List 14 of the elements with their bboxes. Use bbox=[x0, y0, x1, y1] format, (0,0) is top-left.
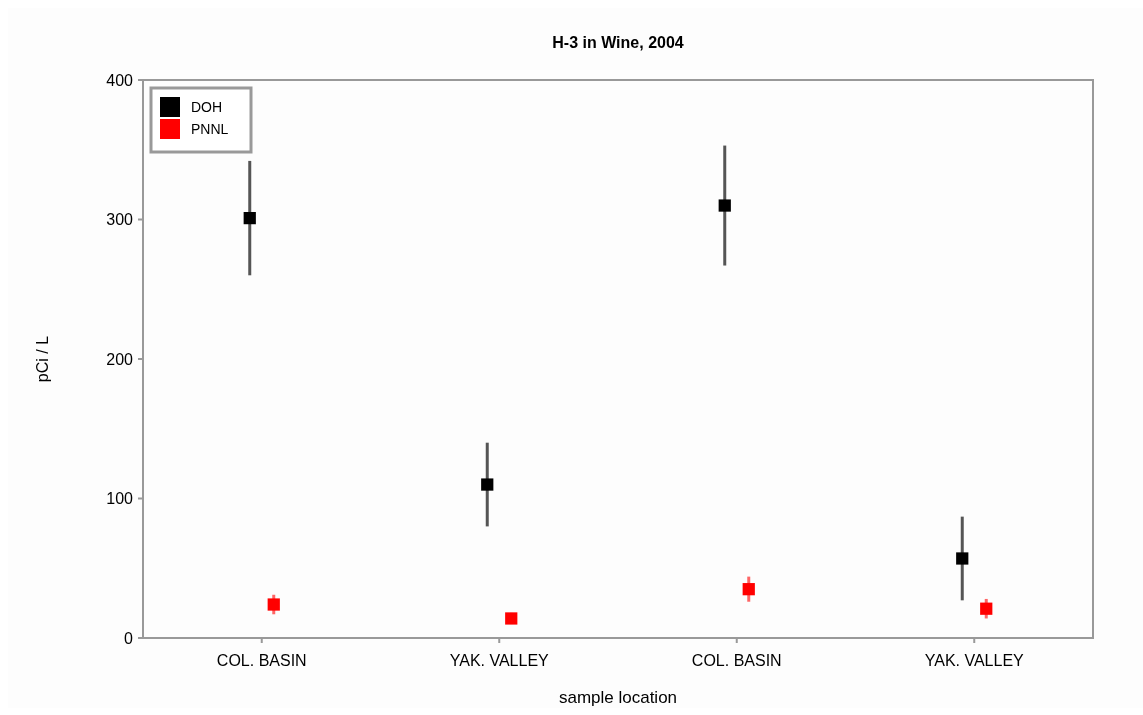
y-tick-label: 200 bbox=[106, 350, 134, 368]
y-tick-label: 100 bbox=[106, 490, 134, 508]
x-tick-label: YAK. VALLEY bbox=[924, 652, 1025, 669]
y-tick-label: 0 bbox=[124, 629, 134, 647]
legend-label: DOH bbox=[191, 98, 223, 115]
x-tick-label: YAK. VALLEY bbox=[449, 652, 550, 669]
y-tick-label: 300 bbox=[106, 211, 134, 229]
y-tick-label: 400 bbox=[106, 71, 134, 89]
legend-label: PNNL bbox=[191, 120, 229, 137]
x-tick-label: COL. BASIN bbox=[216, 652, 307, 669]
x-tick-label: COL. BASIN bbox=[691, 652, 782, 669]
x-axis-title: sample location bbox=[558, 688, 678, 707]
y-axis-title: pCi / L bbox=[34, 335, 51, 383]
chart-title: H-3 in Wine, 2004 bbox=[552, 34, 684, 51]
